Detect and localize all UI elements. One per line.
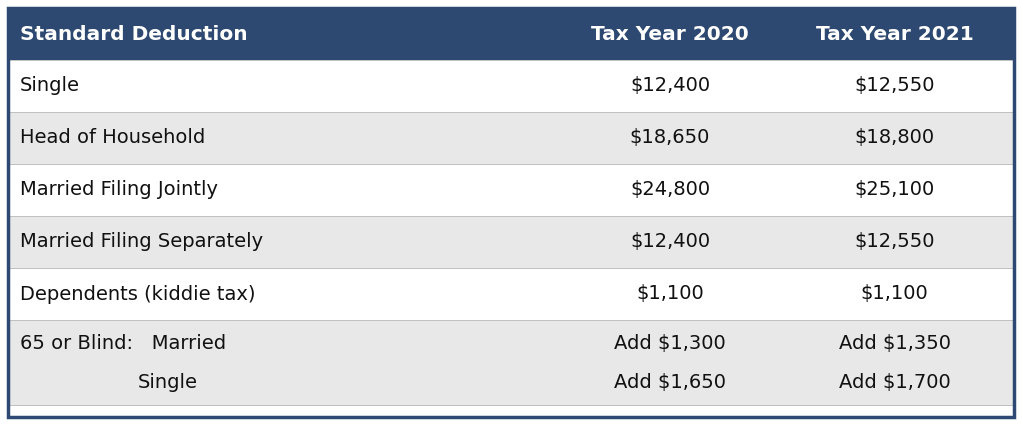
Text: $18,650: $18,650	[630, 128, 710, 147]
Bar	[8, 60, 1014, 112]
Bar	[8, 112, 1014, 164]
Text: Single: Single	[138, 374, 198, 392]
Text: Married Filing Separately: Married Filing Separately	[20, 232, 263, 252]
Text: Add $1,700: Add $1,700	[839, 374, 950, 392]
Text: Add $1,650: Add $1,650	[614, 374, 726, 392]
Bar	[8, 216, 1014, 268]
Text: $25,100: $25,100	[854, 181, 935, 199]
Text: 65 or Blind:   Married: 65 or Blind: Married	[20, 334, 226, 353]
Bar	[8, 8, 1014, 60]
Text: $1,100: $1,100	[861, 284, 928, 303]
Text: $12,400: $12,400	[630, 76, 710, 96]
Text: $1,100: $1,100	[636, 284, 704, 303]
Bar	[8, 164, 1014, 216]
Bar	[8, 320, 1014, 405]
Text: Add $1,300: Add $1,300	[614, 334, 726, 353]
Text: Tax Year 2021: Tax Year 2021	[816, 25, 973, 43]
Text: Dependents (kiddie tax): Dependents (kiddie tax)	[20, 284, 256, 303]
Text: Head of Household: Head of Household	[20, 128, 205, 147]
Text: Standard Deduction: Standard Deduction	[20, 25, 247, 43]
Text: Add $1,350: Add $1,350	[838, 334, 950, 353]
Text: $24,800: $24,800	[630, 181, 710, 199]
Text: Tax Year 2020: Tax Year 2020	[591, 25, 749, 43]
Text: $12,550: $12,550	[854, 76, 935, 96]
Text: $18,800: $18,800	[854, 128, 934, 147]
Text: $12,550: $12,550	[854, 232, 935, 252]
Text: Single: Single	[20, 76, 80, 96]
Text: Married Filing Jointly: Married Filing Jointly	[20, 181, 218, 199]
Text: $12,400: $12,400	[630, 232, 710, 252]
Bar	[8, 268, 1014, 320]
